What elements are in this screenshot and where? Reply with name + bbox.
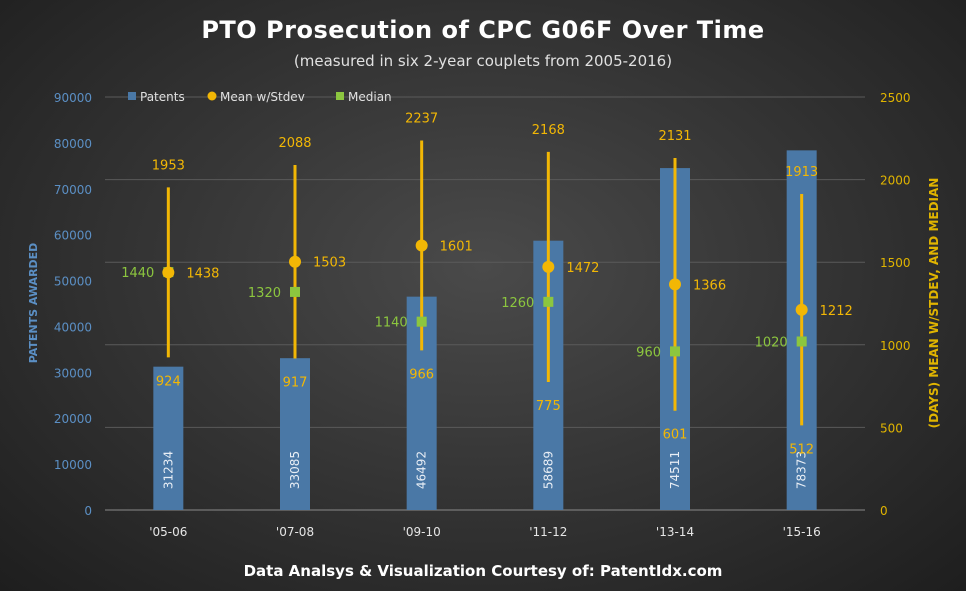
legend-swatch-1 <box>207 91 217 101</box>
median-label: 1440 <box>121 266 154 281</box>
legend-label: Median <box>348 90 392 104</box>
lower-stdev-label: 917 <box>283 376 308 391</box>
bar-value-label: 31234 <box>161 451 175 489</box>
left-axis-tick: 10000 <box>54 458 92 472</box>
median-marker <box>416 316 427 327</box>
median-label: 1140 <box>375 316 408 331</box>
right-axis-tick: 0 <box>880 504 888 518</box>
bar-value-label: 46492 <box>415 451 429 489</box>
lower-stdev-label: 924 <box>156 374 181 389</box>
right-axis-tick: 2500 <box>880 91 911 105</box>
legend-label: Mean w/Stdev <box>220 90 305 104</box>
mean-label: 1472 <box>566 261 599 276</box>
mean-label: 1366 <box>693 278 726 293</box>
median-marker <box>290 286 300 297</box>
median-label: 960 <box>636 345 661 360</box>
upper-stdev-label: 1953 <box>152 158 185 173</box>
right-axis-tick: 1500 <box>880 256 911 270</box>
mean-label: 1438 <box>186 266 219 281</box>
x-axis-tick: '15-16 <box>783 525 821 539</box>
upper-stdev-label: 2237 <box>405 111 438 126</box>
legend-swatch-0 <box>128 92 136 100</box>
chart-footer: Data Analsys & Visualization Courtesy of… <box>243 562 723 580</box>
mean-marker <box>162 266 175 279</box>
chart-subtitle: (measured in six 2-year couplets from 20… <box>293 52 673 70</box>
chart-title: PTO Prosecution of CPC G06F Over Time <box>201 16 765 44</box>
left-axis-tick: 30000 <box>54 366 92 380</box>
x-axis-tick: '05-06 <box>149 525 187 539</box>
bar-value-label: 58689 <box>541 451 555 489</box>
mean-marker <box>795 303 808 316</box>
lower-stdev-label: 775 <box>536 399 561 414</box>
median-label: 1320 <box>248 286 281 301</box>
median-marker <box>543 296 554 307</box>
right-axis-tick: 1000 <box>880 339 911 353</box>
bar-value-label: 78373 <box>795 451 809 489</box>
median-marker <box>670 346 680 357</box>
lower-stdev-label: 601 <box>663 428 688 443</box>
bar-value-label: 74511 <box>668 451 682 489</box>
left-axis-tick: 20000 <box>54 412 92 426</box>
mean-marker <box>289 255 301 268</box>
mean-marker <box>669 278 681 291</box>
mean-marker <box>415 239 428 252</box>
left-axis-tick: 50000 <box>54 275 92 289</box>
upper-stdev-label: 2088 <box>278 136 311 151</box>
left-axis-tick: 90000 <box>54 91 92 105</box>
lower-stdev-label: 512 <box>789 442 814 457</box>
left-axis-tick: 40000 <box>54 320 92 334</box>
left-axis-tick: 60000 <box>54 229 92 243</box>
x-axis-tick: '09-10 <box>403 525 441 539</box>
bar-value-label: 33085 <box>288 451 302 489</box>
left-axis-tick: 80000 <box>54 137 92 151</box>
lower-stdev-label: 966 <box>409 367 434 382</box>
right-axis-tick: 2000 <box>880 174 911 188</box>
upper-stdev-label: 1913 <box>785 165 818 180</box>
upper-stdev-label: 2131 <box>658 129 691 144</box>
left-axis-tick: 70000 <box>54 183 92 197</box>
x-axis-tick: '11-12 <box>529 525 567 539</box>
right-axis-label: (DAYS) MEAN W/STDEV, AND MEDIAN <box>927 178 941 429</box>
mean-label: 1212 <box>820 304 853 319</box>
median-label: 1260 <box>501 296 534 311</box>
mean-label: 1601 <box>440 240 473 255</box>
median-label: 1020 <box>755 335 788 350</box>
right-axis-tick: 500 <box>880 421 903 435</box>
mean-marker <box>542 260 555 273</box>
median-marker <box>796 336 807 347</box>
bar-patents <box>153 366 184 510</box>
mean-label: 1503 <box>313 256 346 271</box>
x-axis-tick: '07-08 <box>276 525 314 539</box>
bar-patents <box>280 358 310 510</box>
x-axis-tick: '13-14 <box>656 525 694 539</box>
left-axis-tick: 0 <box>84 504 92 518</box>
legend-swatch-2 <box>336 92 344 100</box>
upper-stdev-label: 2168 <box>532 123 565 138</box>
legend-label: Patents <box>140 90 185 104</box>
left-axis-label: PATENTS AWARDED <box>27 243 40 364</box>
